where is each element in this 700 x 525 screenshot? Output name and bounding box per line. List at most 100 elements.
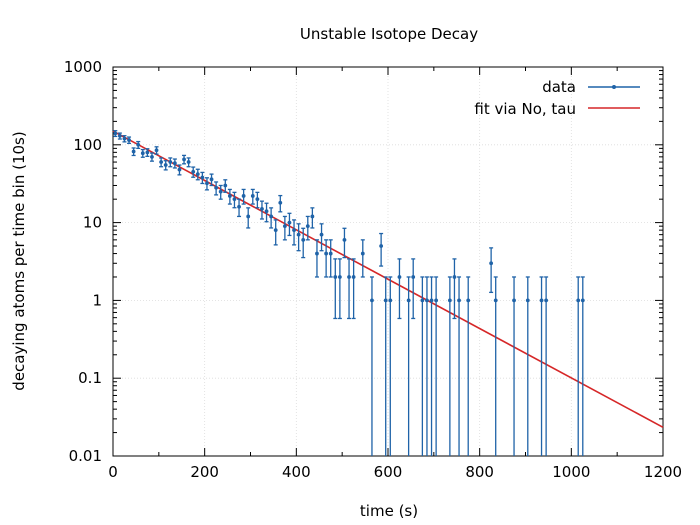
- data-marker: [388, 298, 393, 303]
- data-point: [255, 191, 260, 209]
- data-marker: [278, 200, 283, 205]
- y-tick-label: 0.01: [69, 447, 102, 465]
- data-marker: [447, 298, 452, 303]
- data-point: [333, 258, 338, 320]
- data-point: [489, 247, 494, 294]
- data-point: [512, 276, 517, 456]
- data-marker: [154, 148, 159, 153]
- data-marker: [315, 251, 319, 256]
- data-point: [351, 258, 356, 320]
- fit-line: [112, 130, 664, 428]
- data-point: [301, 227, 306, 259]
- data-marker: [397, 275, 402, 279]
- data-marker: [260, 207, 264, 211]
- x-tick-label: 200: [190, 463, 219, 481]
- data-marker: [241, 194, 246, 198]
- data-marker: [406, 298, 411, 303]
- data-marker: [131, 149, 136, 154]
- data-point: [388, 276, 393, 456]
- data-marker: [425, 298, 429, 303]
- data-point: [296, 223, 301, 252]
- data-point: [149, 152, 154, 162]
- data-point: [131, 147, 136, 157]
- x-tick-label: 600: [374, 463, 403, 481]
- data-marker: [200, 175, 205, 180]
- data-point: [237, 198, 242, 218]
- data-point: [383, 276, 388, 456]
- data-point: [347, 258, 352, 320]
- data-point: [241, 188, 246, 205]
- y-tick-label: 10: [83, 214, 102, 232]
- data-marker: [310, 214, 315, 219]
- data-point: [154, 146, 159, 155]
- x-tick-label: 1200: [644, 463, 682, 481]
- data-marker: [296, 232, 301, 237]
- data-point: [337, 258, 342, 320]
- data-marker: [246, 214, 251, 219]
- y-axis-label: decaying atoms per time bin (10s): [10, 131, 28, 390]
- data-point: [269, 207, 274, 229]
- data-marker: [305, 224, 310, 229]
- y-axis: 1000 100 10 1 0.1 0.01: [64, 58, 663, 465]
- data-marker: [539, 298, 544, 303]
- data-marker: [580, 298, 585, 303]
- data-point: [406, 276, 411, 456]
- data-marker: [512, 298, 516, 303]
- x-tick-label: 0: [108, 463, 118, 481]
- data-marker: [429, 298, 434, 303]
- data-point: [113, 130, 118, 138]
- data-marker: [351, 275, 356, 279]
- data-point: [493, 276, 498, 456]
- data-marker: [209, 177, 214, 182]
- data-point: [168, 157, 173, 168]
- data-marker: [457, 298, 461, 303]
- y-tick-label: 1: [92, 291, 102, 309]
- data-point: [159, 157, 164, 168]
- data-point: [539, 276, 544, 456]
- data-marker: [525, 298, 530, 303]
- data-point: [136, 140, 141, 150]
- data-marker: [172, 161, 177, 166]
- data-point: [466, 276, 471, 456]
- data-marker: [273, 228, 278, 233]
- data-point: [117, 132, 122, 140]
- data-marker: [168, 160, 173, 164]
- data-point: [163, 160, 168, 171]
- data-marker: [347, 275, 351, 279]
- data-point: [328, 239, 333, 278]
- data-point: [544, 276, 549, 456]
- data-point: [172, 158, 177, 169]
- data-marker: [255, 197, 260, 202]
- data-point: [314, 239, 319, 278]
- x-axis-label: time (s): [360, 502, 418, 520]
- data-point: [282, 215, 287, 241]
- data-point: [186, 157, 191, 168]
- data-point: [434, 276, 439, 456]
- data-marker: [232, 197, 237, 202]
- x-axis: 0 200 400 600 800 1000 1200: [108, 67, 682, 481]
- data-marker: [113, 131, 118, 136]
- data-point: [177, 164, 182, 176]
- data-marker: [163, 163, 168, 167]
- data-marker: [319, 232, 324, 237]
- data-series: [113, 130, 585, 456]
- data-marker: [205, 181, 209, 186]
- data-point: [182, 154, 187, 165]
- data-point: [424, 276, 429, 456]
- data-point: [319, 223, 324, 252]
- data-marker: [360, 251, 365, 256]
- legend-marker-data: [612, 85, 616, 89]
- data-marker: [324, 251, 329, 256]
- data-point: [204, 177, 209, 191]
- data-marker: [223, 183, 228, 188]
- y-tick-label: 100: [73, 136, 102, 154]
- data-point: [429, 276, 434, 456]
- data-marker: [333, 275, 338, 279]
- data-marker: [411, 275, 416, 279]
- data-point: [420, 276, 425, 456]
- data-marker: [150, 154, 154, 159]
- data-marker: [159, 160, 164, 164]
- data-marker: [576, 298, 581, 303]
- data-marker: [182, 157, 186, 162]
- data-marker: [140, 151, 145, 156]
